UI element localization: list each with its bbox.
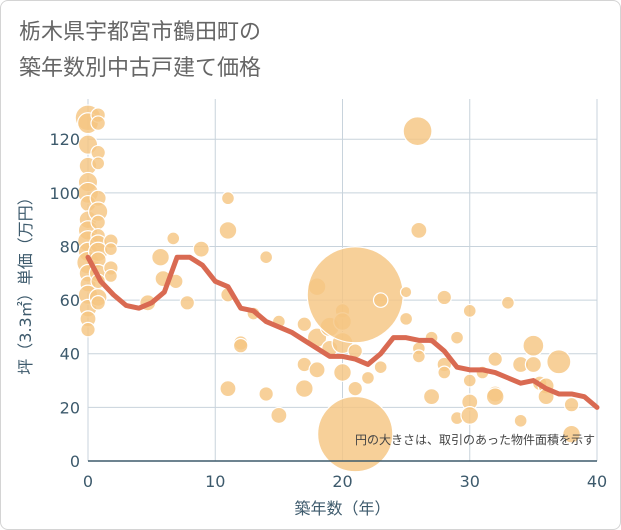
- bubble-point: [333, 363, 352, 382]
- bubble-point: [258, 386, 274, 402]
- bubble-point: [151, 247, 170, 267]
- bubble-point: [373, 360, 388, 375]
- y-tick-label: 80: [60, 237, 80, 256]
- bubble-point: [192, 240, 210, 258]
- bubble-point: [399, 285, 413, 299]
- bubble-point: [296, 316, 313, 333]
- bubble-point: [372, 292, 389, 308]
- bubble-point: [347, 380, 364, 397]
- bubble-point: [103, 242, 118, 257]
- bubble-point: [487, 351, 503, 367]
- trend-line-group: [85, 254, 600, 410]
- bubble-point: [270, 406, 288, 425]
- bubble-point: [80, 321, 96, 338]
- bubble-point: [436, 289, 453, 306]
- bubble-point: [563, 396, 580, 413]
- x-axis-label: 築年数（年）: [294, 499, 390, 518]
- x-tick-label: 0: [83, 472, 93, 491]
- y-tick-label: 100: [49, 184, 80, 203]
- bubble-point: [308, 361, 326, 379]
- trend-line: [85, 254, 600, 410]
- x-tick-label: 40: [587, 472, 607, 491]
- bubble-point: [91, 156, 106, 171]
- x-tick-label: 20: [332, 472, 352, 491]
- chart-title-line1: 栃木県宇都宮市鶴田町の: [19, 20, 262, 45]
- bubble-point: [306, 246, 404, 344]
- bubble-point: [500, 295, 515, 310]
- bubble-point: [522, 334, 545, 357]
- bubble-series: [74, 104, 581, 473]
- bubble-point: [437, 365, 452, 380]
- bubble-point: [462, 373, 477, 388]
- y-tick-label: 120: [49, 130, 80, 149]
- y-axis-label: 坪（3.3㎡）単価（万円）: [16, 189, 35, 374]
- bubble-point: [513, 413, 528, 428]
- bubble-point: [179, 294, 196, 311]
- bubble-point: [546, 349, 572, 375]
- bubble-point: [317, 395, 394, 473]
- bubble-point: [460, 406, 480, 425]
- bubble-point: [294, 379, 314, 399]
- bubble-point: [562, 424, 581, 444]
- bubble-point: [103, 268, 118, 283]
- chart-title-line2: 築年数別中古戸建て価格: [19, 56, 262, 81]
- bubble-point: [462, 303, 477, 318]
- bubble-point: [411, 349, 426, 364]
- bubble-point: [410, 221, 428, 239]
- bubble-point: [218, 220, 238, 240]
- tick-labels: 0 10 20 30 40 0 20 40 60 80 100 120: [49, 130, 607, 491]
- bubble-point: [450, 330, 465, 345]
- bubble-point: [219, 380, 237, 398]
- x-tick-label: 30: [460, 472, 480, 491]
- bubble-point: [485, 387, 505, 407]
- size-note: 円の大きさは、取引のあった物件面積を示す: [355, 432, 595, 447]
- bubble-point: [360, 370, 375, 385]
- y-tick-label: 20: [60, 398, 80, 417]
- bubble-point: [402, 116, 433, 147]
- bubble-point: [524, 355, 542, 374]
- y-tick-label: 40: [60, 345, 80, 364]
- y-tick-label: 0: [70, 452, 80, 471]
- bubble-point: [90, 214, 106, 231]
- bubble-point: [259, 250, 274, 265]
- bubble-point: [399, 311, 414, 326]
- x-tick-label: 10: [205, 472, 225, 491]
- bubble-point: [220, 191, 235, 206]
- bubble-point: [90, 115, 106, 131]
- bubble-point: [422, 388, 441, 406]
- bubble-point: [166, 231, 181, 246]
- bubble-point: [90, 294, 106, 311]
- y-tick-label: 60: [60, 291, 80, 310]
- bubble-point: [232, 337, 249, 354]
- chart-title: 栃木県宇都宮市鶴田町の 築年数別中古戸建て価格: [19, 15, 261, 87]
